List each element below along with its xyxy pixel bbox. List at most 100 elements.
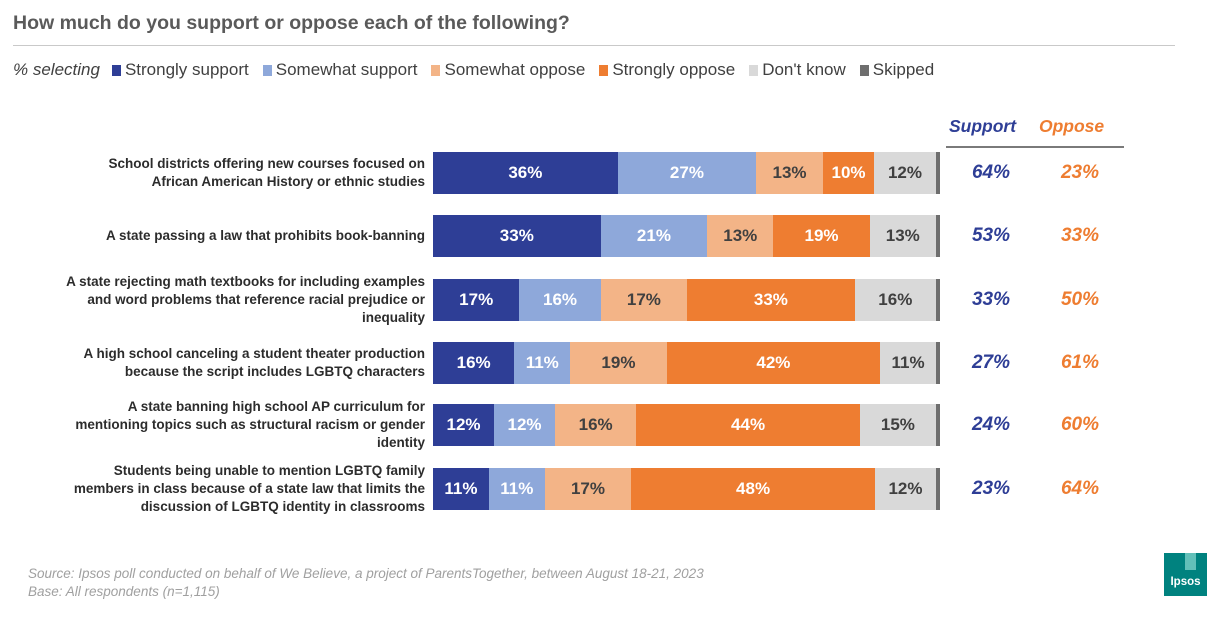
data-label: 12%	[887, 163, 922, 182]
net-oppose-value: 50%	[1060, 289, 1100, 310]
data-label: 11%	[500, 479, 534, 498]
row-label-line: mentioning topics such as structural rac…	[75, 417, 425, 432]
row-label: Students being unable to mention LGBTQ f…	[0, 462, 425, 516]
data-label: 11%	[525, 353, 559, 372]
data-label: 42%	[756, 353, 791, 372]
data-label: 19%	[804, 226, 839, 245]
bar-segment-somewhat-oppose: 13%	[707, 215, 774, 257]
data-label: 12%	[888, 479, 923, 498]
row-label-line: identity	[376, 435, 425, 450]
data-label: 11%	[444, 479, 478, 498]
bar-segment-somewhat-support: 11%	[488, 468, 545, 510]
legend-label: Skipped	[872, 60, 935, 79]
legend-label: Don't know	[762, 60, 846, 79]
row-label-line: Students being unable to mention LGBTQ f…	[113, 463, 425, 478]
column-header-divider	[946, 146, 1124, 148]
row-label: A high school canceling a student theate…	[0, 345, 425, 381]
data-label: 13%	[772, 163, 807, 182]
data-label: 16%	[456, 353, 491, 372]
legend-label: Strongly support	[124, 60, 249, 79]
net-oppose-value: 64%	[1060, 478, 1100, 499]
bar-segment-somewhat-oppose: 17%	[600, 279, 688, 321]
legend: % selecting Strongly support Somewhat sup…	[13, 60, 948, 80]
row-label: A state passing a law that prohibits boo…	[0, 227, 425, 245]
ipsos-logo-accent	[1185, 553, 1196, 570]
legend-item: Skipped	[859, 60, 935, 80]
legend-lead: % selecting	[13, 60, 100, 79]
row-label-line: discussion of LGBTQ identity in classroo…	[140, 499, 425, 514]
data-label: 44%	[731, 415, 766, 434]
data-label: 17%	[570, 479, 605, 498]
net-oppose-value: 33%	[1060, 225, 1100, 246]
bar-segment-strongly-support: 33%	[433, 215, 601, 257]
data-label: 12%	[446, 415, 481, 434]
data-label: 27%	[669, 163, 704, 182]
bar-segment-don-t-know: 16%	[854, 279, 936, 321]
bar-segment-strongly-support: 11%	[433, 468, 489, 510]
bar-segment-don-t-know: 12%	[874, 468, 936, 510]
row-label: A state rejecting math textbooks for inc…	[0, 273, 425, 327]
bar-segment-strongly-oppose: 44%	[636, 404, 860, 446]
row-label-line: A state banning high school AP curriculu…	[127, 399, 425, 414]
net-support-value: 24%	[971, 414, 1011, 435]
bar-segment-strongly-support: 12%	[433, 404, 494, 446]
bar-row: 12% 12% 16% 44% 15%	[433, 404, 940, 446]
legend-swatch	[749, 64, 759, 76]
bar-segment-skipped	[935, 404, 940, 446]
data-label: 12%	[507, 415, 542, 434]
legend-label: Somewhat support	[275, 60, 418, 79]
bar-row: 11% 11% 17% 48% 12%	[433, 468, 940, 510]
row-label-line: A state passing a law that prohibits boo…	[105, 228, 425, 243]
data-label: 17%	[626, 290, 661, 309]
row-label-line: A high school canceling a student theate…	[83, 346, 425, 361]
bar-segment-strongly-oppose: 10%	[822, 152, 875, 194]
bar-segment-somewhat-oppose: 16%	[555, 404, 637, 446]
net-oppose-value: 23%	[1060, 162, 1100, 183]
bar-row: 36% 27% 13% 10% 12%	[433, 152, 940, 194]
bar-segment-strongly-support: 16%	[433, 342, 515, 384]
data-label: 13%	[723, 226, 758, 245]
legend-item: Somewhat oppose	[431, 60, 585, 80]
bar-segment-don-t-know: 13%	[869, 215, 936, 257]
legend-swatch	[431, 64, 441, 76]
data-label: 11%	[891, 353, 925, 372]
data-label: 16%	[543, 290, 578, 309]
data-label: 33%	[499, 226, 534, 245]
data-label: 36%	[508, 163, 543, 182]
bar-segment-skipped	[935, 468, 940, 510]
row-label: A state banning high school AP curriculu…	[0, 398, 425, 452]
net-support-value: 33%	[971, 289, 1011, 310]
bar-segment-don-t-know: 12%	[874, 152, 936, 194]
bar-segment-skipped	[935, 215, 940, 257]
net-support-value: 27%	[971, 352, 1011, 373]
base-line: Base: All respondents (n=1,115)	[28, 584, 220, 599]
bar-segment-don-t-know: 11%	[880, 342, 936, 384]
bar-segment-don-t-know: 15%	[859, 404, 936, 446]
bar-segment-strongly-support: 17%	[433, 279, 520, 321]
bar-segment-skipped	[935, 152, 940, 194]
oppose-column-header: Oppose	[1039, 116, 1105, 136]
row-label-line: because the script includes LGBTQ charac…	[124, 364, 425, 379]
bar-segment-somewhat-oppose: 17%	[544, 468, 632, 510]
bar-segment-strongly-oppose: 19%	[773, 215, 870, 257]
bar-segment-strongly-oppose: 48%	[631, 468, 875, 510]
legend-item: Somewhat support	[262, 60, 418, 80]
net-oppose-value: 60%	[1060, 414, 1100, 435]
bar-segment-skipped	[935, 279, 940, 321]
row-label-line: African American History or ethnic studi…	[151, 174, 425, 189]
row-label-line: and word problems that reference racial …	[87, 292, 425, 307]
data-label: 33%	[753, 290, 788, 309]
legend-item: Don't know	[749, 60, 846, 80]
bar-segment-strongly-oppose: 42%	[666, 342, 881, 384]
row-label-line: members in class because of a state law …	[73, 481, 425, 496]
bar-segment-somewhat-oppose: 13%	[756, 152, 823, 194]
data-label: 13%	[885, 226, 920, 245]
title-divider	[13, 45, 1175, 46]
source-note: Source: Ipsos poll conducted on behalf o…	[28, 565, 704, 601]
chart-title: How much do you support or oppose each o…	[13, 12, 570, 34]
row-label: School districts offering new courses fo…	[0, 155, 425, 191]
data-label: 21%	[636, 226, 671, 245]
bar-segment-somewhat-support: 12%	[494, 404, 555, 446]
net-support-value: 64%	[971, 162, 1011, 183]
ipsos-logo-text: Ipsos	[1170, 576, 1201, 588]
